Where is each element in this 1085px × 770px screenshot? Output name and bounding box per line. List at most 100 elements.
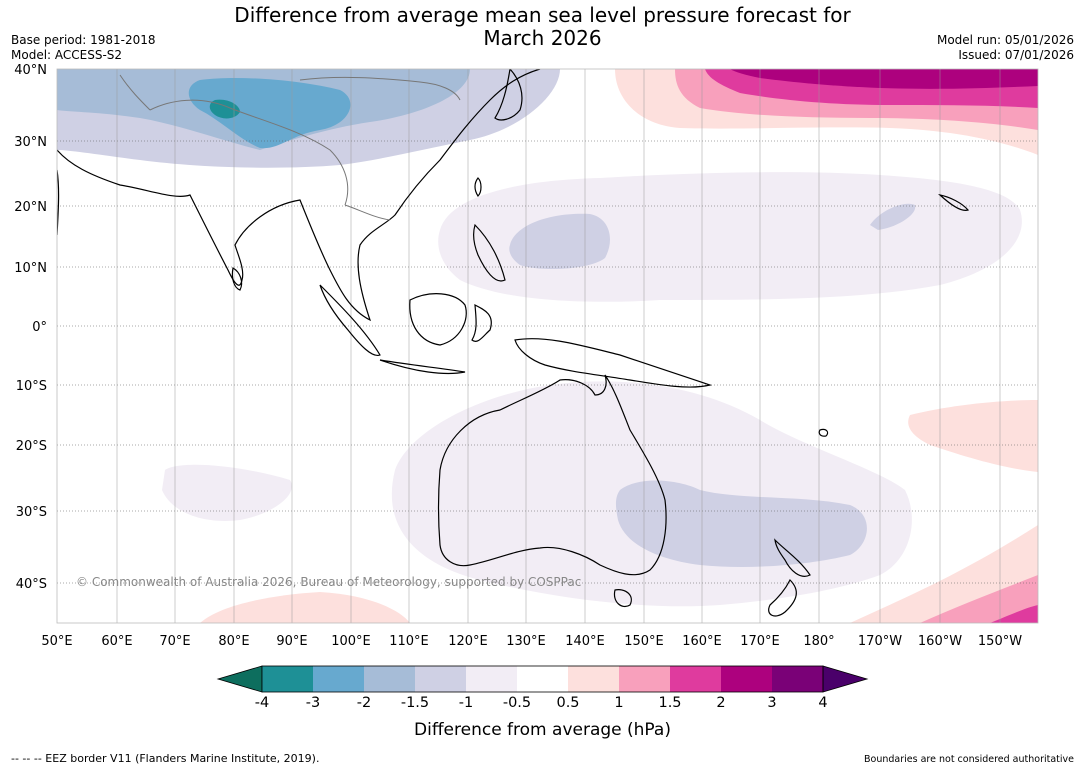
lon-label: 90°E [276, 634, 307, 649]
colorbar-tick-label: 1 [614, 695, 624, 711]
copyright-notice: © Commonwealth of Australia 2026, Bureau… [76, 575, 581, 589]
coastline-new-zealand-north [774, 538, 811, 577]
border-mongolia [299, 76, 461, 101]
colorbar-tick-label: -0.5 [502, 695, 532, 711]
lon-label: 150°E [624, 634, 664, 649]
lon-label: 180° [803, 634, 834, 649]
lon-label: 170°W [858, 634, 902, 649]
colorbar-tick-label: 1.5 [658, 695, 682, 711]
coastline-tasmania [613, 589, 632, 608]
coastline-borneo [409, 293, 467, 346]
lat-label: 20°N [14, 200, 47, 215]
coastline-sri-lanka [231, 267, 243, 291]
colorbar-swatch [568, 666, 619, 692]
meta-right: Model run: 05/01/2026 Issued: 07/01/2026 [937, 33, 1074, 63]
map-frame [56, 68, 1039, 624]
title-line-2: March 2026 [483, 26, 602, 50]
lon-label: 50°E [41, 634, 72, 649]
colorbar-swatch [619, 666, 670, 692]
anomaly-fills [57, 69, 1038, 623]
border-china-seasia [344, 204, 391, 221]
anomaly-indian-ocean-weak-low [162, 464, 292, 521]
lon-label: 170°E [740, 634, 780, 649]
longitude-axis: 50°E 60°E 70°E 80°E 90°E 100°E 110°E 120°E 130°E… [41, 634, 1022, 649]
eez-legend: -- -- -- EEZ border V11 (Flanders Marine… [11, 752, 320, 765]
colorbar-tick-label: 3 [767, 695, 777, 711]
lon-label: 160°E [682, 634, 722, 649]
anomaly-southern-ocean-high-strong [990, 605, 1038, 623]
coastline-fiji [818, 428, 829, 437]
coastline-asia [57, 69, 541, 322]
lon-label: 160°W [918, 634, 962, 649]
anomaly-tibet-low [188, 78, 351, 149]
anomaly-australia-low [615, 480, 867, 567]
colorbar-tick-label: -4 [254, 695, 270, 711]
anomaly-pacific-low-small [870, 203, 916, 230]
colorbar-swatch [670, 666, 721, 692]
colorbar-tick-label: -1.5 [400, 695, 430, 711]
lon-label: 60°E [101, 634, 132, 649]
coastline-new-zealand-south [768, 578, 797, 617]
colorbar-frame [261, 665, 824, 693]
country-borders [119, 74, 461, 221]
lat-label: 0° [32, 320, 47, 335]
colorbar-swatch [313, 666, 364, 692]
map-area: © Commonwealth of Australia 2026, Bureau… [57, 69, 1038, 623]
anomaly-north-pacific-high-core [730, 69, 1038, 89]
colorbar-extend-low [216, 665, 263, 693]
lon-label: 130°E [506, 634, 546, 649]
lon-label: 70°E [159, 634, 190, 649]
colorbar-extend-high [822, 665, 869, 693]
coastlines [57, 69, 970, 617]
base-period: Base period: 1981-2018 [11, 33, 156, 47]
model-run: Model run: 05/01/2026 [936, 33, 1074, 47]
coastline-taiwan [474, 177, 482, 197]
colorbar [216, 665, 869, 693]
anomaly-southern-ocean-high [920, 575, 1038, 623]
coastline-japan [494, 69, 523, 121]
issued-date: Issued: 07/01/2026 [958, 48, 1074, 62]
colorbar-swatch [415, 666, 466, 692]
chart-title: Difference from average mean sea level p… [0, 4, 1085, 50]
anomaly-south-pacific-high [908, 400, 1038, 472]
coastline-australia [437, 374, 667, 576]
coastline-sumatra [319, 284, 381, 356]
colorbar-swatch [364, 666, 415, 692]
lat-label: 10°N [14, 261, 47, 276]
lon-label: 80°E [218, 634, 249, 649]
lon-label: 110°E [389, 634, 429, 649]
colorbar-tick-label: -1 [458, 695, 474, 711]
border-himalaya [149, 99, 349, 206]
gridlines [57, 69, 1038, 623]
colorbar-swatch [721, 666, 772, 692]
lat-label: 30°S [16, 505, 47, 520]
lat-label: 20°S [16, 439, 47, 454]
colorbar-swatch [772, 666, 823, 692]
colorbar-swatch [262, 666, 313, 692]
lon-label: 150°W [978, 634, 1022, 649]
lat-label: 40°S [16, 577, 47, 592]
anomaly-pacific-weak-low [438, 172, 1022, 302]
lon-label: 100°E [331, 634, 371, 649]
lat-label: 30°N [14, 135, 47, 150]
border-central-asia [119, 74, 151, 111]
colorbar-swatch [466, 666, 517, 692]
model-name: Model: ACCESS-S2 [11, 48, 123, 62]
lat-label: 40°N [14, 63, 47, 78]
colorbar-tick-label: 0.5 [556, 695, 580, 711]
lon-label: 140°E [565, 634, 605, 649]
colorbar-title: Difference from average (hPa) [414, 720, 671, 740]
colorbar-swatch [517, 666, 568, 692]
lat-label: 10°S [16, 379, 47, 394]
colorbar-tick-label: -3 [305, 695, 321, 711]
coastline-philippines [472, 223, 506, 282]
lon-label: 120°E [448, 634, 488, 649]
colorbar-tick-label: 2 [716, 695, 726, 711]
boundary-disclaimer: Boundaries are not considered authoritat… [864, 754, 1074, 765]
anomaly-south-indian-high [200, 592, 410, 623]
anomaly-tibet-core [209, 99, 240, 119]
coastline-java [379, 359, 466, 375]
colorbar-tick-label: 4 [818, 695, 828, 711]
meta-left: Base period: 1981-2018 Model: ACCESS-S2 [11, 33, 156, 63]
